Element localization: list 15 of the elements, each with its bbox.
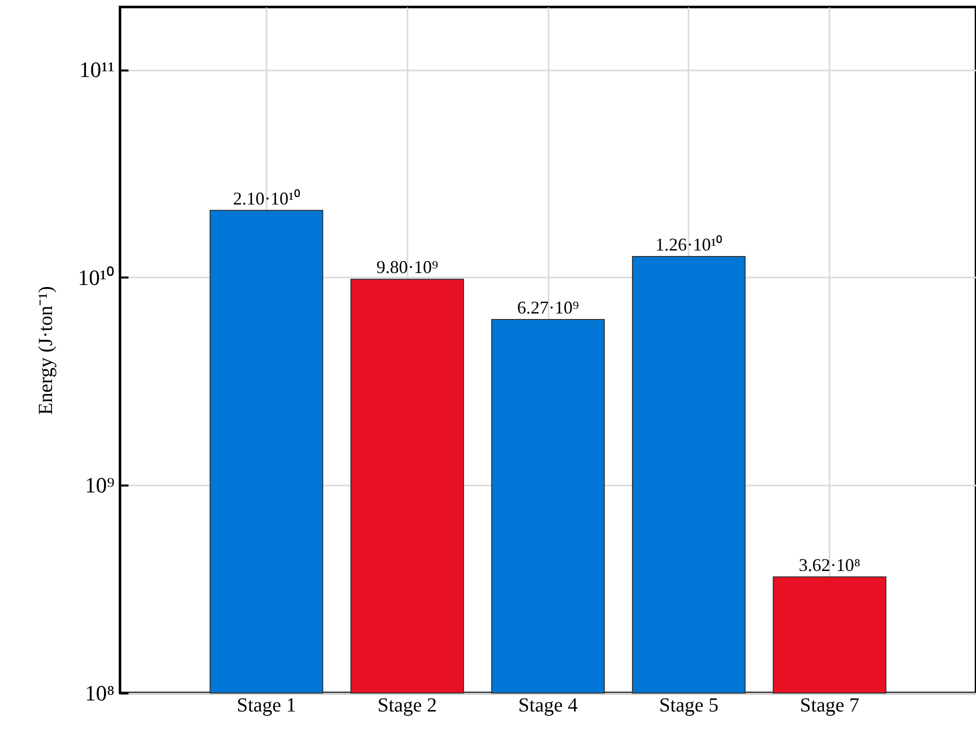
- x-tick-label: Stage 2: [377, 694, 437, 716]
- data-label: 2.10·10¹⁰: [232, 188, 300, 208]
- y-axis-title: Energy (J·ton⁻¹): [34, 286, 57, 415]
- data-label: 1.26·10¹⁰: [655, 234, 722, 255]
- y-tick-label: 10¹¹: [79, 57, 114, 82]
- x-tick-label: Stage 1: [236, 694, 296, 716]
- x-tick-label: Stage 7: [800, 694, 860, 716]
- x-tick-label: Stage 5: [659, 694, 719, 716]
- y-tick-label: 10¹⁰: [78, 264, 114, 290]
- data-label: 6.27·10⁹: [517, 298, 579, 318]
- y-tick-label: 10⁹: [84, 472, 115, 498]
- x-tick-label: Stage 4: [518, 694, 578, 716]
- data-label: 9.80·10⁹: [376, 257, 438, 278]
- data-label: 3.62·10⁸: [798, 554, 860, 575]
- y-tick-label: 10⁸: [84, 680, 114, 706]
